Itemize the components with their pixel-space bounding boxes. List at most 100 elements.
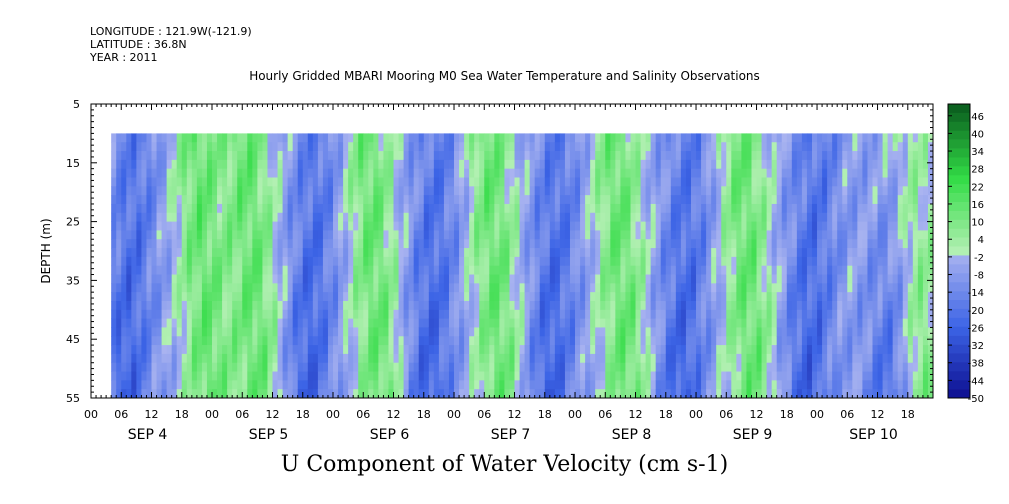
heatmap-cell xyxy=(413,248,420,258)
heatmap-cell xyxy=(212,292,218,302)
heatmap-cell xyxy=(479,151,485,161)
heatmap-cell xyxy=(806,345,813,355)
heatmap-cell xyxy=(862,292,868,302)
heatmap-cell xyxy=(348,168,354,178)
heatmap-cell xyxy=(277,345,283,355)
heatmap-cell xyxy=(877,230,883,240)
heatmap-cell xyxy=(413,292,420,302)
heatmap-cell xyxy=(348,265,354,275)
heatmap-cell xyxy=(499,168,505,178)
heatmap-cell xyxy=(872,195,878,205)
heatmap-cell xyxy=(292,318,299,328)
heatmap-cell xyxy=(186,292,193,302)
heatmap-cell xyxy=(701,230,707,240)
heatmap-cell xyxy=(806,327,813,337)
heatmap-cell xyxy=(564,327,571,337)
heatmap-cell xyxy=(509,133,515,143)
heatmap-cell xyxy=(625,362,631,372)
heatmap-cell xyxy=(479,336,485,346)
heatmap-cell xyxy=(413,345,420,355)
heatmap-cell xyxy=(358,327,364,337)
heatmap-cell xyxy=(665,345,672,355)
heatmap-cell xyxy=(726,221,732,231)
heatmap-cell xyxy=(322,283,329,293)
heatmap-cell xyxy=(610,212,616,222)
heatmap-cell xyxy=(363,195,369,205)
heatmap-cell xyxy=(222,248,228,258)
heatmap-cell xyxy=(897,362,904,372)
heatmap-cell xyxy=(383,168,389,178)
heatmap-cell xyxy=(685,380,692,390)
heatmap-cell xyxy=(575,142,581,152)
heatmap-cell xyxy=(907,195,914,205)
heatmap-cell xyxy=(801,336,808,346)
heatmap-cell xyxy=(237,177,243,187)
heatmap-cell xyxy=(857,256,863,267)
heatmap-cell xyxy=(706,177,712,187)
heatmap-cell xyxy=(776,274,783,284)
heatmap-cell xyxy=(791,371,798,381)
heatmap-cell xyxy=(791,300,798,311)
heatmap-cell xyxy=(811,362,818,372)
heatmap-cell xyxy=(297,283,304,293)
heatmap-cell xyxy=(282,380,289,390)
heatmap-cell xyxy=(348,283,354,293)
heatmap-cell xyxy=(897,309,904,320)
heatmap-cell xyxy=(529,186,536,196)
heatmap-cell xyxy=(206,230,213,240)
heatmap-cell xyxy=(353,309,359,320)
heatmap-cell xyxy=(907,292,914,302)
heatmap-cell xyxy=(822,283,828,293)
heatmap-cell xyxy=(514,327,520,337)
heatmap-cell xyxy=(590,212,596,222)
heatmap-cell xyxy=(348,221,354,231)
heatmap-cell xyxy=(842,283,848,293)
heatmap-cell xyxy=(428,292,435,302)
heatmap-cell xyxy=(126,177,132,187)
heatmap-cell xyxy=(272,248,278,258)
heatmap-cell xyxy=(111,221,117,231)
heatmap-cell xyxy=(887,380,894,390)
heatmap-cell xyxy=(393,151,399,161)
heatmap-cell xyxy=(257,362,263,372)
heatmap-cell xyxy=(443,133,450,143)
heatmap-cell xyxy=(554,353,561,364)
heatmap-cell xyxy=(489,380,495,390)
heatmap-cell xyxy=(615,362,621,372)
heatmap-cell xyxy=(176,327,183,337)
heatmap-cell xyxy=(161,265,168,275)
heatmap-cell xyxy=(741,318,747,328)
heatmap-cell xyxy=(806,239,813,249)
heatmap-cell xyxy=(716,159,722,170)
heatmap-cell xyxy=(569,345,576,355)
heatmap-cell xyxy=(403,168,410,178)
heatmap-cell xyxy=(620,133,626,143)
heatmap-cell xyxy=(438,159,445,170)
heatmap-cell xyxy=(872,389,878,399)
heatmap-cell xyxy=(857,203,863,214)
heatmap-cell xyxy=(196,318,203,328)
heatmap-cell xyxy=(887,142,894,152)
heatmap-cell xyxy=(741,186,747,196)
heatmap-cell xyxy=(575,389,581,399)
heatmap-cell xyxy=(897,221,904,231)
heatmap-cell xyxy=(575,371,581,381)
heatmap-cell xyxy=(358,309,364,320)
heatmap-cell xyxy=(484,221,490,231)
heatmap-cell xyxy=(212,362,218,372)
heatmap-cell xyxy=(418,212,425,222)
heatmap-cell xyxy=(544,345,551,355)
heatmap-cell xyxy=(595,389,601,399)
heatmap-cell xyxy=(141,230,147,240)
heatmap-cell xyxy=(353,292,359,302)
heatmap-cell xyxy=(272,300,278,311)
heatmap-cell xyxy=(887,133,894,143)
heatmap-cell xyxy=(499,300,505,311)
heatmap-cell xyxy=(569,300,576,311)
heatmap-cell xyxy=(761,212,768,222)
heatmap-cell xyxy=(887,159,894,170)
heatmap-cell xyxy=(559,248,566,258)
heatmap-cell xyxy=(489,256,495,267)
heatmap-cell xyxy=(454,212,460,222)
heatmap-cell xyxy=(811,353,818,364)
